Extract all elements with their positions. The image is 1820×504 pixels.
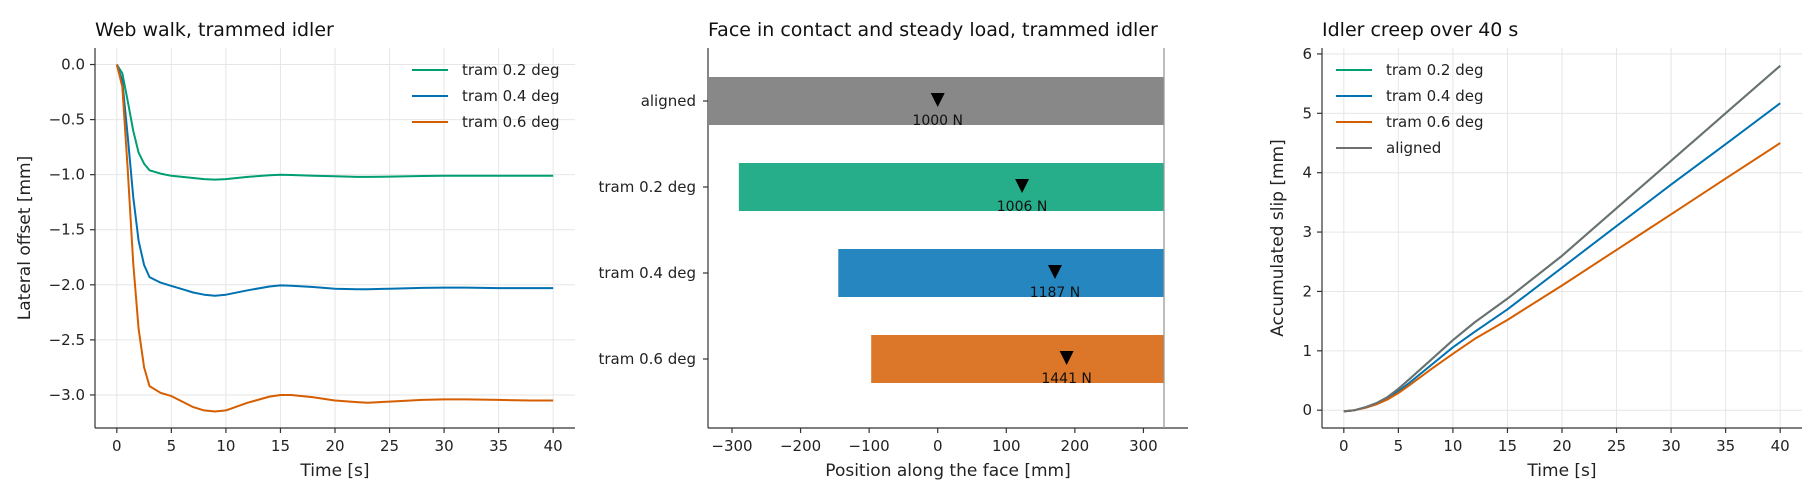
legend-entry: tram 0.4 deg <box>1386 87 1484 105</box>
x-tick-label: 35 <box>489 437 508 455</box>
x-tick-label: 30 <box>435 437 454 455</box>
legend-entry: tram 0.4 deg <box>462 87 560 105</box>
series-line-3 <box>115 64 554 413</box>
x-tick-label: 25 <box>1607 437 1626 455</box>
x-axis-label: Time [s] <box>1526 461 1596 481</box>
x-tick-label: 300 <box>1129 437 1158 455</box>
x-tick-label: 20 <box>325 437 344 455</box>
y-tick-label: 1 <box>1302 342 1312 360</box>
x-tick-label: 25 <box>380 437 399 455</box>
x-tick-label: 200 <box>1061 437 1090 455</box>
bar-chart <box>703 48 1188 433</box>
load-label: 1441 N <box>1041 371 1092 387</box>
y-tick-label: −2.0 <box>49 276 85 294</box>
x-tick-label: 0 <box>1339 437 1349 455</box>
x-tick-label: 10 <box>1443 437 1462 455</box>
y-tick-label: −1.0 <box>49 166 85 184</box>
y-axis-label: Lateral offset [mm] <box>15 156 35 320</box>
line-chart-1 <box>90 48 575 433</box>
y-tick-label: −2.5 <box>49 331 85 349</box>
load-marker <box>1015 179 1030 193</box>
x-tick-label: 40 <box>544 437 563 455</box>
x-tick-label: 0 <box>933 437 943 455</box>
y-tick-label: 4 <box>1302 164 1312 182</box>
chart-title: Face in contact and steady load, trammed… <box>708 19 1158 41</box>
y-tick-label: −1.5 <box>49 221 85 239</box>
series-line-4 <box>1343 65 1781 413</box>
y-tick-label: 3 <box>1302 223 1312 241</box>
load-marker <box>1059 351 1074 365</box>
y-tick-label: 2 <box>1302 282 1312 300</box>
x-tick-label: −100 <box>849 437 890 455</box>
legend-entry: tram 0.2 deg <box>1386 61 1484 79</box>
load-marker <box>930 93 945 107</box>
x-tick-label: 15 <box>1498 437 1517 455</box>
legend-entry: tram 0.6 deg <box>462 113 560 131</box>
x-axis-label: Position along the face [mm] <box>825 461 1070 481</box>
x-tick-label: 40 <box>1771 437 1790 455</box>
y-tick-label: 0 <box>1302 401 1312 419</box>
bar-4 <box>871 335 1164 383</box>
load-marker <box>1047 265 1062 279</box>
x-axis-label: Time [s] <box>299 461 369 481</box>
y-axis-label: Accumulated slip [mm] <box>1268 139 1288 336</box>
x-tick-label: 0 <box>112 437 122 455</box>
x-tick-label: −300 <box>711 437 752 455</box>
legend-entry: aligned <box>1386 139 1441 157</box>
x-tick-label: 10 <box>216 437 235 455</box>
y-tick-label: 5 <box>1302 104 1312 122</box>
y-tick-label: −3.0 <box>49 386 85 404</box>
load-label: 1187 N <box>1030 285 1081 301</box>
y-tick-label: 0.0 <box>61 56 85 74</box>
y-tick-label: tram 0.2 deg <box>598 178 696 196</box>
x-tick-label: −200 <box>780 437 821 455</box>
line-chart-3 <box>1317 48 1802 433</box>
bar-2 <box>738 163 1164 211</box>
chart-title: Idler creep over 40 s <box>1322 19 1518 41</box>
y-tick-label: tram 0.6 deg <box>598 350 696 368</box>
legend-entry: tram 0.6 deg <box>1386 113 1484 131</box>
chart-title: Web walk, trammed idler <box>95 19 334 41</box>
y-tick-label: −0.5 <box>49 111 85 129</box>
x-tick-label: 5 <box>167 437 177 455</box>
x-tick-label: 100 <box>992 437 1021 455</box>
legend-entry: tram 0.2 deg <box>462 61 560 79</box>
load-label: 1000 N <box>912 113 963 129</box>
y-tick-label: tram 0.4 deg <box>598 264 696 282</box>
x-tick-label: 5 <box>1394 437 1404 455</box>
x-tick-label: 15 <box>271 437 290 455</box>
x-tick-label: 30 <box>1662 437 1681 455</box>
bar-3 <box>838 249 1164 297</box>
series-line-2 <box>115 64 554 297</box>
load-label: 1006 N <box>997 199 1048 215</box>
series-line-1 <box>115 63 554 181</box>
y-tick-label: 6 <box>1302 45 1312 63</box>
x-tick-label: 20 <box>1552 437 1571 455</box>
y-tick-label: aligned <box>641 92 696 110</box>
x-tick-label: 35 <box>1716 437 1735 455</box>
